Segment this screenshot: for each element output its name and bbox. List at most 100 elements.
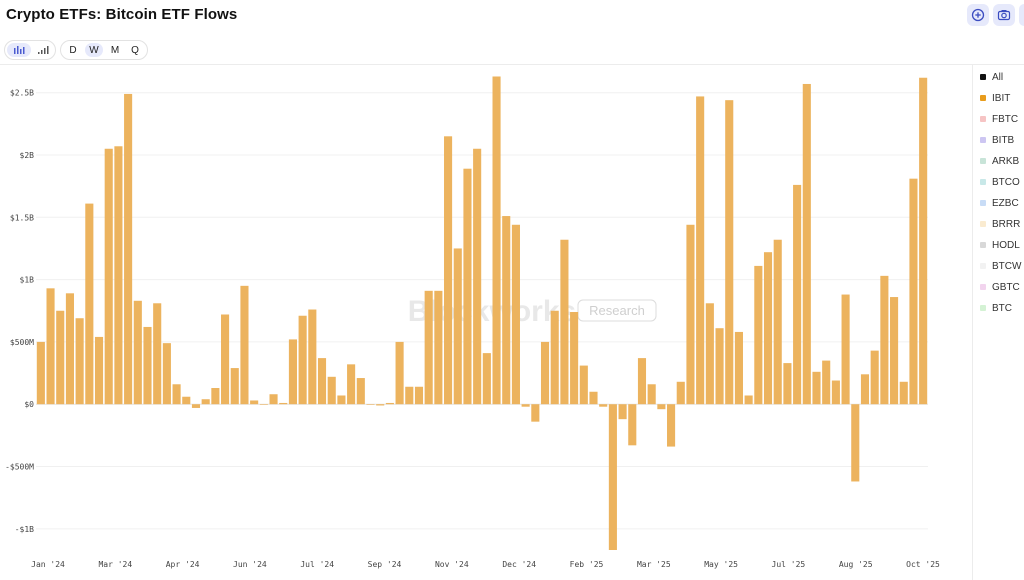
bar[interactable] (385, 402, 394, 405)
bar[interactable] (841, 294, 850, 405)
bar[interactable] (909, 178, 918, 405)
legend-item-btcw[interactable]: BTCW (980, 259, 1021, 273)
bar[interactable] (502, 216, 511, 405)
add-chart-button[interactable] (967, 4, 989, 26)
bar[interactable] (734, 331, 743, 405)
bar[interactable] (240, 285, 249, 405)
bar[interactable] (890, 297, 899, 405)
bar[interactable] (899, 381, 908, 405)
bar[interactable] (46, 288, 55, 405)
bar[interactable] (725, 100, 734, 405)
legend-item-brrr[interactable]: BRRR (980, 217, 1020, 231)
bar[interactable] (521, 404, 530, 407)
bar[interactable] (667, 404, 676, 447)
bar[interactable] (550, 310, 559, 405)
bar[interactable] (637, 358, 647, 405)
bar[interactable] (463, 168, 472, 405)
bar[interactable] (259, 404, 268, 405)
bar[interactable] (201, 399, 210, 405)
bar[interactable] (269, 394, 278, 405)
legend-item-btco[interactable]: BTCO (980, 175, 1020, 189)
bar[interactable] (327, 376, 336, 405)
bar[interactable] (831, 380, 840, 405)
bar[interactable] (36, 341, 45, 405)
bar[interactable] (851, 404, 860, 482)
bar[interactable] (337, 395, 346, 405)
legend-item-arkb[interactable]: ARKB (980, 154, 1019, 168)
bar[interactable] (822, 360, 831, 405)
legend-item-ezbc[interactable]: EZBC (980, 196, 1019, 210)
legend-item-ibit[interactable]: IBIT (980, 91, 1010, 105)
bar[interactable] (880, 275, 889, 405)
bar[interactable] (191, 404, 201, 408)
bar[interactable] (366, 404, 375, 405)
interval-quarter[interactable]: Q (131, 44, 139, 56)
bar[interactable] (288, 339, 297, 405)
interval-day[interactable]: D (69, 44, 77, 56)
bar[interactable] (172, 384, 181, 405)
bar[interactable] (696, 96, 705, 405)
bar[interactable] (298, 315, 307, 405)
bar[interactable] (589, 391, 598, 405)
bar[interactable] (560, 239, 569, 405)
bar[interactable] (453, 248, 462, 405)
bar[interactable] (424, 290, 433, 405)
bar[interactable] (124, 93, 133, 405)
screenshot-button[interactable] (993, 4, 1015, 26)
bar[interactable] (676, 381, 685, 405)
bar[interactable] (376, 404, 385, 406)
bar[interactable] (395, 341, 404, 405)
bar[interactable] (347, 364, 356, 405)
bar[interactable] (657, 404, 666, 410)
bar[interactable] (870, 350, 879, 405)
bar[interactable] (482, 353, 491, 405)
bar[interactable] (114, 146, 123, 405)
interval-week[interactable]: W (85, 43, 103, 57)
bar[interactable] (56, 310, 65, 405)
bar[interactable] (812, 371, 821, 405)
interval-month[interactable]: M (110, 44, 120, 56)
bar[interactable] (763, 252, 773, 405)
bar[interactable] (221, 314, 230, 405)
legend-item-all[interactable]: All (980, 70, 1003, 84)
bar[interactable] (133, 300, 142, 405)
bar[interactable] (308, 309, 317, 405)
bar[interactable] (860, 374, 870, 405)
bar[interactable] (434, 290, 443, 405)
bar[interactable] (85, 203, 94, 405)
legend-item-hodl[interactable]: HODL (980, 238, 1020, 252)
bar[interactable] (444, 136, 453, 405)
more-button[interactable] (1019, 4, 1024, 26)
bar[interactable] (211, 388, 220, 405)
bar[interactable] (405, 386, 414, 405)
bar[interactable] (686, 224, 695, 405)
signal-mode-button[interactable] (31, 43, 55, 57)
legend-item-bitb[interactable]: BITB (980, 133, 1014, 147)
bar[interactable] (579, 365, 588, 405)
bar[interactable] (744, 395, 753, 405)
legend-item-fbtc[interactable]: FBTC (980, 112, 1018, 126)
bar[interactable] (153, 303, 162, 405)
bar[interactable] (279, 402, 288, 405)
bar[interactable] (414, 386, 424, 405)
bar[interactable] (143, 326, 152, 405)
bar[interactable] (65, 293, 74, 405)
bar[interactable] (715, 328, 724, 405)
bar[interactable] (162, 343, 171, 405)
legend-item-btc[interactable]: BTC (980, 301, 1012, 315)
bar[interactable] (628, 404, 637, 446)
bar[interactable] (317, 358, 327, 405)
bar[interactable] (754, 265, 763, 405)
bar[interactable] (230, 368, 239, 405)
bar[interactable] (250, 400, 259, 405)
bar[interactable] (511, 224, 520, 405)
bar[interactable] (705, 303, 714, 405)
bar[interactable] (94, 336, 104, 405)
bar-mode-button[interactable] (7, 43, 31, 57)
bar[interactable] (773, 239, 782, 405)
bar[interactable] (608, 404, 617, 550)
bar[interactable] (75, 318, 84, 405)
bar[interactable] (531, 404, 540, 422)
bar[interactable] (473, 148, 482, 405)
bar[interactable] (599, 404, 608, 407)
